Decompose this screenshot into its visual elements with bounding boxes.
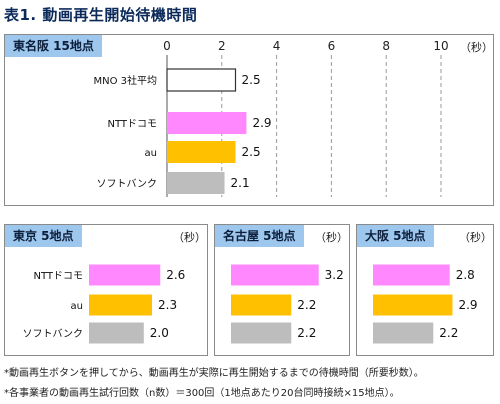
panel-tag: 大阪 5地点 — [357, 225, 434, 247]
bar-softbank — [89, 322, 144, 344]
unit-label: （秒） — [173, 231, 206, 244]
category-label: ソフトバンク — [23, 328, 84, 340]
footnote-2: *各事業者の動画再生試行回数（n数）＝300回（1地点あたり20台同時接続×15… — [4, 388, 400, 399]
value-label: 2.3 — [158, 298, 177, 312]
category-label: NTTドコモ — [33, 271, 83, 282]
bar-chart-nagoya: 3.2 2.2 2.2 — [231, 264, 344, 344]
bar-ntt-docomo — [167, 112, 247, 134]
value-label: 3.2 — [325, 268, 344, 282]
chart-panel-tokyo: 東京 5地点 （秒） 2.6 NTTドコモ 2.3 au 2.0 ソフトバンク — [4, 224, 208, 356]
page-title: 表1. 動画再生開始待機時間 — [4, 6, 198, 24]
chart-panel-tohanmei: 東名阪 15地点 （秒） 0 2 4 6 8 10 2.5 MNO 3社平均 2.9 NTTドコモ… — [4, 34, 494, 206]
bar-mno-average — [166, 68, 237, 92]
bar-softbank — [167, 172, 225, 194]
panel-tag: 東名阪 15地点 — [5, 35, 102, 57]
bar-chart-osaka: 2.8 2.92.2 — [373, 264, 478, 344]
category-label: au — [71, 301, 83, 312]
tick-label: 8 — [382, 39, 390, 53]
category-label: au — [145, 148, 157, 159]
value-label: 2.9 — [458, 298, 477, 312]
value-label: 2.9 — [252, 116, 271, 130]
unit-label: （秒） — [459, 231, 492, 244]
panel-tag: 名古屋 5地点 — [215, 225, 304, 247]
bar-au — [89, 294, 153, 316]
bar-au — [373, 294, 453, 316]
category-label: ソフトバンク — [97, 178, 158, 190]
bar-softbank — [231, 322, 292, 344]
bar-softbank — [373, 322, 434, 344]
bar-au — [231, 294, 292, 316]
unit-label: （秒） — [460, 41, 493, 54]
tick-label: 4 — [273, 39, 281, 53]
value-label: 2.5 — [242, 145, 261, 159]
bar-au — [167, 141, 236, 163]
bar-ntt-docomo — [89, 264, 161, 286]
tick-label: 2 — [218, 39, 226, 53]
value-label: 2.0 — [150, 326, 169, 340]
value-label: 2.6 — [166, 268, 185, 282]
panel-tag: 東京 5地点 — [5, 225, 82, 247]
value-label: 2.5 — [242, 73, 261, 87]
bar-chart-main: 0 2 4 6 8 10 2.5 MNO 3社平均 2.9 NTTドコモ 2.5 au 2.1 ソフトバン… — [93, 39, 449, 197]
tick-label: 6 — [328, 39, 336, 53]
chart-panel-nagoya: 名古屋 5地点 （秒） 3.2 2.2 2.2 — [214, 224, 350, 356]
tick-label: 0 — [163, 39, 171, 53]
bar-chart-tokyo: 2.6 NTTドコモ 2.3 au 2.0 ソフトバンク — [23, 264, 185, 344]
value-label: 2.2 — [439, 326, 458, 340]
unit-label: （秒） — [315, 231, 348, 244]
value-label: 2.8 — [456, 268, 475, 282]
footnote-1: *動画再生ボタンを押してから、動画再生が実際に再生開始するまでの待機時間（所要秒… — [4, 368, 424, 379]
bar-ntt-docomo — [231, 264, 319, 286]
category-label: MNO 3社平均 — [93, 74, 157, 87]
bar-ntt-docomo — [373, 264, 450, 286]
category-label: NTTドコモ — [107, 119, 157, 130]
tick-label: 10 — [433, 39, 448, 53]
value-label: 2.1 — [231, 176, 250, 190]
value-label: 2.2 — [297, 298, 316, 312]
chart-panel-osaka: 大阪 5地点 （秒） 2.8 2.9 2.2 — [356, 224, 494, 356]
value-label: 2.2 — [297, 326, 316, 340]
